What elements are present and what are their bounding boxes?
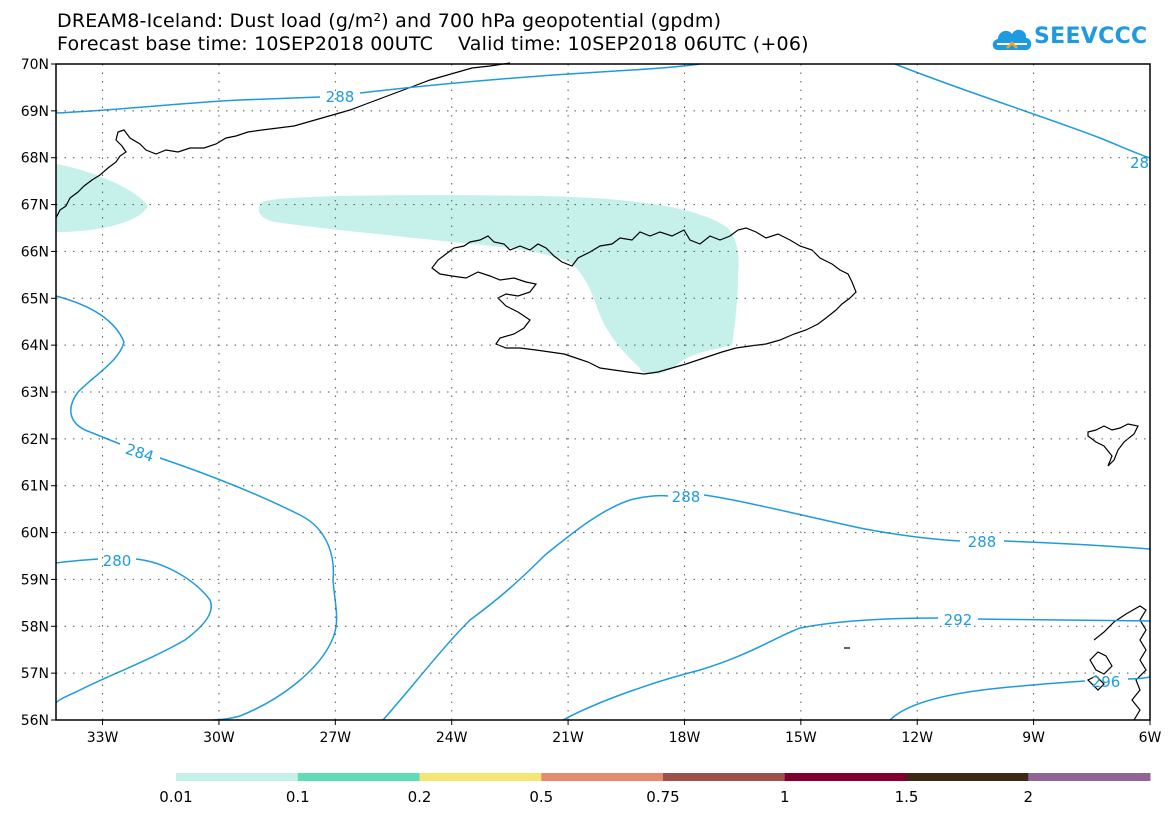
- contour-296-right: [1127, 676, 1151, 680]
- lat-tick-label: 65N: [21, 291, 49, 307]
- lon-tick-label: 9W: [1022, 730, 1045, 746]
- lat-tick-label: 58N: [21, 619, 49, 635]
- lon-tick-label: 12W: [901, 730, 933, 746]
- contour-292-right: [977, 618, 1151, 622]
- contour-288-north-west: [55, 96, 321, 114]
- contour-label-296: 296: [1092, 673, 1121, 691]
- contour-label-280: 280: [103, 552, 132, 570]
- iceland-coast: [431, 227, 857, 375]
- contour-labels: 288 28 284 288 288 280 292 296: [103, 88, 1149, 691]
- contour-288-east: [1003, 540, 1151, 550]
- lon-tick-label: 18W: [669, 730, 701, 746]
- lat-tick-label: 60N: [21, 526, 49, 542]
- lon-tick-label: 27W: [319, 730, 351, 746]
- lat-tick-label: 70N: [21, 57, 49, 73]
- contour-288-ne-corner: [894, 63, 1151, 159]
- lon-tick-label: 24W: [436, 730, 468, 746]
- contour-label-288-east: 288: [968, 533, 997, 551]
- lat-tick-label: 56N: [21, 713, 49, 729]
- colorbar-segment: [906, 773, 1029, 781]
- latitude-labels: 70N 69N 68N 67N 66N 65N 64N 63N 62N 61N 60N 59N 58N 5…: [21, 57, 49, 729]
- lat-tick-label: 69N: [21, 104, 49, 120]
- contour-280-left: [55, 558, 99, 564]
- dust-load-areas: [56, 164, 739, 375]
- graticule: [51, 63, 1151, 725]
- colorbar-label: 2: [1023, 788, 1033, 806]
- lon-tick-label: 30W: [203, 730, 235, 746]
- contour-284-lower: [159, 457, 338, 721]
- seevccc-logo: SEEVCCC: [990, 22, 1170, 58]
- dust-area-greenland: [56, 164, 148, 232]
- lat-tick-label: 62N: [21, 432, 49, 448]
- lat-tick-label: 66N: [21, 244, 49, 260]
- lon-tick-label: 15W: [785, 730, 817, 746]
- colorbar-segment: [419, 773, 542, 781]
- contour-288-center-left: [382, 494, 669, 721]
- greenland-coast: [55, 62, 511, 219]
- map-frame: [55, 63, 1151, 721]
- contour-label-288-center: 288: [672, 488, 701, 506]
- map-subtitle: Forecast base time: 10SEP2018 00UTC Vali…: [57, 33, 809, 55]
- lat-tick-label: 68N: [21, 151, 49, 167]
- lat-tick-label: 63N: [21, 385, 49, 401]
- colorbar: 0.01 0.1 0.2 0.5 0.75 1 1.5 2: [159, 773, 1151, 806]
- lon-tick-label: 33W: [87, 730, 119, 746]
- geopotential-contours: [55, 63, 1151, 721]
- lat-tick-label: 67N: [21, 198, 49, 214]
- lat-tick-label: 59N: [21, 572, 49, 588]
- contour-284-upper: [55, 295, 125, 445]
- scotland-coast: [1093, 605, 1147, 721]
- colorbar-label: 0.2: [408, 788, 432, 806]
- colorbar-segment: [663, 773, 786, 781]
- contour-label-288-north: 288: [326, 88, 355, 106]
- colorbar-segment: [541, 773, 664, 781]
- cloud-icon: [992, 29, 1032, 50]
- colorbar-segment: [784, 773, 907, 781]
- colorbar-segment: [1028, 773, 1151, 781]
- faroe-islands: [1087, 423, 1139, 467]
- scotland-islands: [1086, 651, 1113, 691]
- logo-text: SEEVCCC: [1034, 24, 1148, 49]
- coastlines: [55, 62, 1147, 721]
- longitude-labels: 33W 30W 27W 24W 21W 18W 15W 12W 9W 6W: [87, 730, 1162, 746]
- contour-288-center-right: [703, 494, 961, 542]
- lon-tick-label: 6W: [1139, 730, 1162, 746]
- lat-tick-label: 64N: [21, 338, 49, 354]
- colorbar-segment: [176, 773, 299, 781]
- colorbar-label: 0.75: [646, 788, 679, 806]
- contour-label-284: 284: [123, 440, 156, 466]
- contour-280-right: [55, 558, 212, 704]
- contour-label-292: 292: [944, 611, 973, 629]
- lon-tick-label: 21W: [552, 730, 584, 746]
- dust-area-iceland: [258, 195, 739, 375]
- colorbar-label: 0.01: [159, 788, 192, 806]
- colorbar-label: 1.5: [895, 788, 919, 806]
- lat-tick-label: 61N: [21, 479, 49, 495]
- map-title: DREAM8-Iceland: Dust load (g/m²) and 700…: [57, 10, 722, 32]
- colorbar-label: 0.1: [286, 788, 310, 806]
- contour-288-north-east: [359, 63, 701, 94]
- colorbar-label: 1: [780, 788, 790, 806]
- contour-label-28-edge: 28: [1130, 154, 1149, 172]
- colorbar-segment: [297, 773, 420, 781]
- contour-292-left: [562, 617, 939, 721]
- lat-tick-label: 57N: [21, 666, 49, 682]
- contour-296-left: [889, 680, 1086, 721]
- colorbar-label: 0.5: [529, 788, 553, 806]
